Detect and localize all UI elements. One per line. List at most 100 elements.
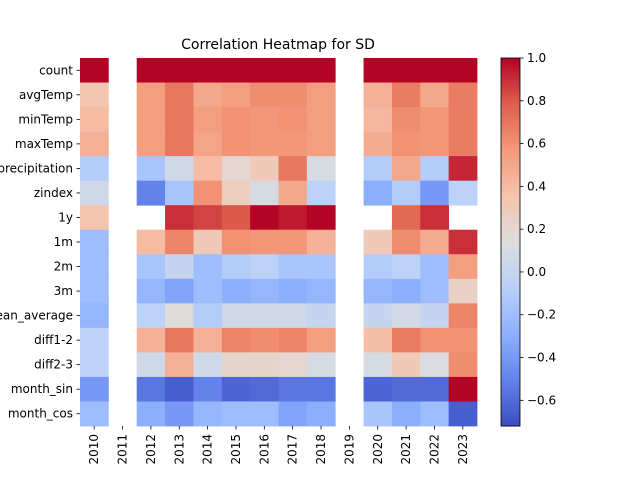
colorbar-segment — [501, 205, 520, 209]
colorbar-segment — [501, 113, 520, 117]
colorbar-segment — [501, 85, 520, 90]
heatmap-cell — [136, 229, 166, 255]
heatmap-cell — [221, 107, 251, 132]
heatmap-cell — [80, 156, 109, 182]
colorbar-segment — [501, 364, 520, 369]
chart-title: Correlation Heatmap for SD — [181, 37, 375, 53]
heatmap-cell — [448, 278, 478, 304]
heatmap-cell — [363, 278, 393, 304]
heatmap-cell — [391, 352, 421, 378]
colorbar-segment — [501, 94, 520, 99]
colorbar-segment — [501, 306, 520, 310]
heatmap-cell — [221, 58, 251, 83]
colorbar-segment — [501, 272, 520, 277]
colorbar-segment — [501, 401, 520, 406]
heatmap-cell — [420, 376, 450, 402]
colorbar-segment — [501, 334, 520, 338]
colorbar: 1.0 0.8 0.6 0.4 0.2 0.0 −0.2 −0.4 −0.6 — [500, 51, 556, 427]
colorbar-segment — [501, 119, 520, 123]
heatmap-cell — [420, 156, 450, 182]
heatmap-cell — [136, 278, 166, 304]
heatmap-cell — [193, 254, 223, 280]
heatmap-cell — [193, 303, 223, 329]
heatmap-cell — [391, 401, 421, 427]
heatmap-cell — [391, 156, 421, 182]
heatmap-cell — [278, 180, 308, 206]
colorbar-segment — [501, 214, 520, 218]
heatmap-cell — [221, 229, 251, 255]
colorbar-segment — [501, 275, 520, 280]
heatmap-cell — [278, 401, 308, 427]
heatmap-cell — [193, 180, 223, 206]
y-tick-label: minTemp — [18, 112, 73, 126]
colorbar-segment — [501, 266, 520, 271]
heatmap-cell — [221, 205, 251, 231]
colorbar-segment — [501, 291, 520, 295]
colorbar-segment — [501, 140, 520, 145]
heatmap-cell — [221, 156, 251, 182]
y-tick-label: zindex — [34, 186, 73, 200]
heatmap-cell — [165, 82, 194, 108]
heatmap-cell — [391, 376, 421, 402]
heatmap-cell — [250, 401, 279, 427]
heatmap-cell — [136, 58, 166, 83]
heatmap-cell — [221, 254, 251, 280]
heatmap-cell — [306, 278, 336, 304]
colorbar-segment — [501, 61, 520, 65]
x-tick-label: 2018 — [314, 434, 328, 465]
heatmap-cell — [193, 82, 223, 108]
colorbar-segment — [501, 370, 520, 375]
heatmap-cell — [306, 327, 336, 353]
heatmap-cell — [448, 401, 478, 427]
heatmap-cell — [391, 131, 421, 157]
colorbar-segment — [501, 100, 520, 105]
colorbar-segment — [501, 104, 520, 108]
colorbar-tick-label: 0.6 — [527, 137, 546, 151]
colorbar-segment — [501, 361, 520, 366]
colorbar-segment — [501, 297, 520, 301]
x-tick-label: 2022 — [427, 434, 441, 465]
heatmap-cell — [448, 352, 478, 378]
colorbar-segment — [501, 110, 520, 114]
colorbar-segment — [501, 288, 520, 292]
colorbar-segment — [501, 192, 520, 197]
heatmap-cell — [391, 180, 421, 206]
heatmap-cell — [420, 254, 450, 280]
heatmap-cell — [80, 303, 109, 329]
colorbar-segment — [501, 168, 520, 172]
colorbar-segment — [501, 131, 520, 136]
heatmap-cell — [391, 58, 421, 83]
heatmap-cell — [420, 278, 450, 304]
heatmap-cell — [420, 107, 450, 132]
heatmap-cell — [250, 229, 279, 255]
colorbar-tick-label: 0.4 — [527, 179, 546, 193]
heatmap-cell — [136, 303, 166, 329]
x-tick-label: 2011 — [116, 434, 130, 465]
heatmap-cell — [80, 327, 109, 353]
colorbar-segment — [501, 171, 520, 176]
colorbar-segment — [501, 321, 520, 326]
heatmap-cell — [165, 229, 194, 255]
heatmap-cell — [278, 229, 308, 255]
heatmap-cell — [420, 82, 450, 108]
colorbar-segment — [501, 278, 520, 283]
heatmap-cell — [420, 352, 450, 378]
colorbar-segment — [501, 223, 520, 228]
colorbar-segment — [501, 269, 520, 274]
heatmap-cell — [278, 327, 308, 353]
x-tick-label: 2020 — [371, 434, 385, 465]
colorbar-segment — [501, 146, 520, 151]
heatmap-cell — [193, 327, 223, 353]
colorbar-segment — [501, 413, 520, 418]
colorbar-segment — [501, 349, 520, 353]
heatmap-cell — [136, 327, 166, 353]
colorbar-segment — [501, 73, 520, 77]
colorbar-segment — [501, 122, 520, 126]
colorbar-segment — [501, 380, 520, 384]
colorbar-segment — [501, 186, 520, 191]
heatmap-cell — [250, 327, 279, 353]
heatmap-cell — [391, 327, 421, 353]
colorbar-segment — [501, 383, 520, 387]
heatmap-cell — [165, 327, 194, 353]
heatmap-cell — [165, 131, 194, 157]
